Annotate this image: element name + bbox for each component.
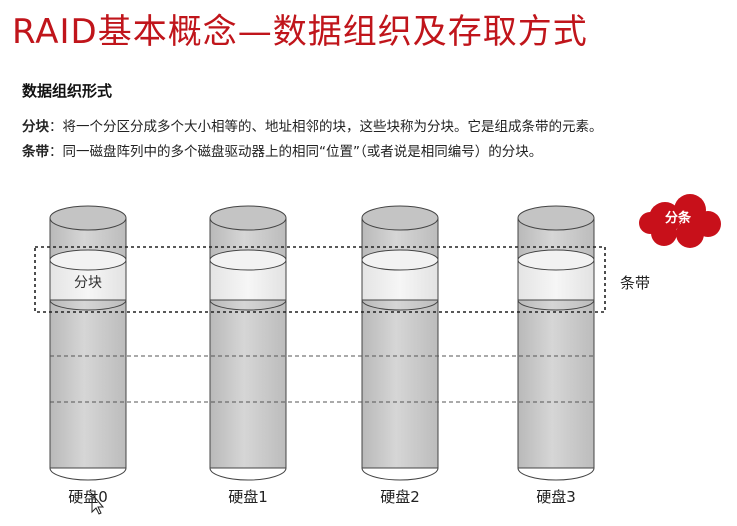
definition-chunk-term: 分块	[22, 119, 49, 135]
mouse-cursor-icon	[91, 492, 105, 515]
cloud-badge-shape	[639, 194, 721, 248]
disk-label-2: 硬盘2	[380, 488, 420, 506]
chunk-label: 分块	[74, 275, 102, 291]
disk-label-3: 硬盘3	[536, 488, 576, 506]
disk-1	[209, 205, 287, 481]
definition-stripe: 条带：同一磁盘阵列中的多个磁盘驱动器上的相同“位置”（或者说是相同编号）的分块。	[22, 140, 542, 160]
disk-label-1: 硬盘1	[228, 488, 268, 506]
stripe-box	[34, 246, 606, 313]
disk-0	[49, 205, 127, 481]
definition-stripe-text: ：同一磁盘阵列中的多个磁盘驱动器上的相同“位置”（或者说是相同编号）的分块。	[49, 144, 543, 160]
slide-title: RAID基本概念—数据组织及存取方式	[12, 12, 588, 52]
definition-stripe-term: 条带	[22, 144, 49, 160]
disk-label-0: 硬盘0	[68, 488, 108, 506]
definition-chunk: 分块：将一个分区分成多个大小相等的、地址相邻的块，这些块称为分块。它是组成条带的…	[22, 115, 603, 135]
disk-3	[517, 205, 595, 481]
definition-chunk-text: ：将一个分区分成多个大小相等的、地址相邻的块，这些块称为分块。它是组成条带的元素…	[49, 119, 603, 135]
disk-2	[361, 205, 439, 481]
stripe-label: 条带	[620, 274, 651, 292]
cloud-badge-text: 分条	[664, 211, 691, 226]
section-heading: 数据组织形式	[22, 82, 113, 100]
